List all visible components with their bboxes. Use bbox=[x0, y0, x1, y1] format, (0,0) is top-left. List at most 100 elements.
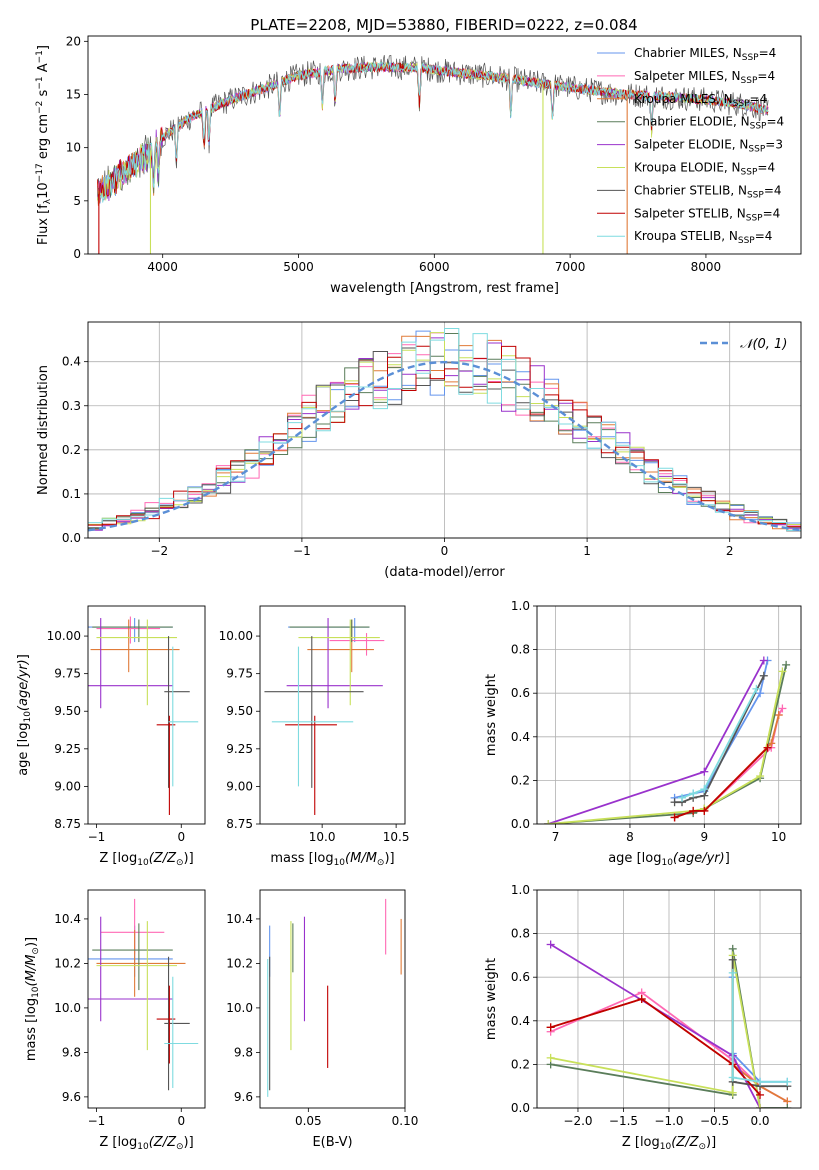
legend-entry: Chabrier ELODIE, NSSP=4 bbox=[634, 115, 784, 132]
weight-marker bbox=[778, 704, 787, 713]
weight-marker bbox=[759, 671, 768, 680]
y-tick-label: 10.2 bbox=[226, 956, 253, 970]
normal-reference-curve bbox=[88, 360, 801, 532]
weight-marker bbox=[774, 711, 783, 719]
label-part: SSP bbox=[741, 168, 758, 178]
x-tick-label: −1 bbox=[293, 544, 311, 558]
label-part: mass [ bbox=[270, 851, 313, 866]
y-axis-label: mass weight bbox=[484, 958, 499, 1040]
y-tick-label: 10 bbox=[66, 141, 81, 155]
x-tick-label: −1.0 bbox=[654, 1114, 683, 1128]
x-tick-label: −1 bbox=[88, 1114, 106, 1128]
label-part: log bbox=[642, 851, 662, 866]
x-tick-label: 2 bbox=[726, 544, 734, 558]
label-part: =4 bbox=[757, 69, 775, 83]
y-tick-label: 10.00 bbox=[47, 629, 81, 643]
x-tick-label: 5000 bbox=[283, 260, 314, 274]
weight-marker bbox=[752, 684, 761, 693]
label-part: ⊙ bbox=[176, 858, 184, 868]
y-tick-label: 9.8 bbox=[62, 1045, 81, 1059]
axes-frame bbox=[259, 605, 406, 825]
label-part: ⊙ bbox=[698, 1142, 706, 1152]
label-part: SSP bbox=[747, 190, 764, 200]
weight-marker bbox=[544, 820, 553, 824]
histogram-kroupa-elodie bbox=[88, 332, 801, 525]
weight-line-kroupa-elodie bbox=[550, 955, 761, 1108]
x-tick-label: −2 bbox=[150, 544, 168, 558]
y-tick-label: 0.6 bbox=[511, 686, 530, 700]
x-tick-label: 0.0 bbox=[750, 1114, 769, 1128]
spectrum-line-kroupa-elodie bbox=[97, 61, 769, 201]
label-part: =4 bbox=[766, 115, 784, 129]
label-part: Chabrier STELIB, N bbox=[634, 183, 747, 197]
x-tick-label: 8 bbox=[626, 830, 634, 844]
weight-marker bbox=[637, 995, 646, 1003]
plot-area-mass-vs-EBV bbox=[267, 898, 402, 1097]
label-part: −2 bbox=[35, 101, 45, 114]
y-tick-label: 10.00 bbox=[219, 629, 253, 643]
x-axis-label: Z [log10(Z/Z⊙)] bbox=[622, 1135, 716, 1152]
weight-line-salpeter-elodie bbox=[550, 943, 761, 1108]
y-tick-label: 9.75 bbox=[226, 667, 253, 681]
axes-frame bbox=[87, 321, 802, 539]
label-part: 10 bbox=[660, 1142, 672, 1152]
legend-entry: Kroupa MILES, NSSP=4 bbox=[634, 92, 767, 109]
label-part: Salpeter STELIB, N bbox=[634, 206, 746, 220]
legend-entry: Kroupa STELIB, NSSP=4 bbox=[634, 229, 772, 246]
weight-marker bbox=[782, 660, 791, 669]
y-axis-label: Flux [fλ10−17 erg cm−2 s−1 A−1] bbox=[35, 45, 53, 245]
label-part: =3 bbox=[765, 138, 783, 152]
x-tick-label: −1 bbox=[88, 830, 106, 844]
label-part: −1 bbox=[35, 50, 45, 63]
y-tick-label: 9.6 bbox=[234, 1090, 253, 1104]
label-part: Z [ bbox=[99, 851, 117, 866]
y-tick-label: 0.4 bbox=[511, 730, 530, 744]
y-tick-label: 8.75 bbox=[54, 817, 81, 831]
x-tick-label: 10.5 bbox=[383, 830, 410, 844]
label-part: =4 bbox=[759, 46, 777, 60]
y-tick-label: 0.1 bbox=[62, 487, 81, 501]
weight-line-kroupa-elodie bbox=[548, 671, 784, 824]
y-tick-label: 10.0 bbox=[54, 1001, 81, 1015]
y-tick-label: 0.4 bbox=[511, 1014, 530, 1028]
weight-line-salpeter-stelib bbox=[550, 998, 761, 1096]
plot-area-mass-vs-Z bbox=[88, 898, 199, 1091]
x-tick-label: −2.0 bbox=[563, 1114, 592, 1128]
weight-marker bbox=[756, 1077, 765, 1086]
x-tick-label: 7000 bbox=[555, 260, 586, 274]
y-tick-label: 5 bbox=[73, 194, 81, 208]
axes-mass-vs-EBV: 0.05 0.10 9.6 9.8 10.0 10.2 10.4 E(B-V) bbox=[226, 889, 418, 1150]
y-tick-label: 10.0 bbox=[226, 1001, 253, 1015]
x-tick-label: 6000 bbox=[419, 260, 450, 274]
label-part: s bbox=[36, 89, 51, 100]
y-tick-label: 0.2 bbox=[511, 773, 530, 787]
y-tick-label: 1.0 bbox=[511, 599, 530, 613]
weight-marker bbox=[756, 1104, 765, 1108]
plot-area-weight-vs-age bbox=[544, 656, 791, 824]
x-tick-label: 1 bbox=[583, 544, 591, 558]
label-part: =4 bbox=[763, 206, 781, 220]
x-tick-label: −1.5 bbox=[609, 1114, 638, 1128]
axes-mass-vs-Z: −1 09.69.810.010.210.4Z [log10(Z/Z⊙)]mass… bbox=[24, 889, 206, 1152]
y-tick-label: 9.25 bbox=[226, 742, 253, 756]
x-axis-label: age [log10(age/yr)] bbox=[608, 851, 730, 868]
y-tick-label: 9.75 bbox=[54, 667, 81, 681]
label-part: Salpeter MILES, N bbox=[634, 69, 741, 83]
label-part: =4 bbox=[757, 161, 775, 175]
label-part: ] bbox=[16, 654, 31, 659]
weight-marker bbox=[763, 743, 772, 752]
y-tick-label: 0.4 bbox=[62, 355, 81, 369]
y-tick-label: 20 bbox=[66, 34, 81, 48]
plot-area-spectrum bbox=[97, 54, 769, 254]
weight-marker bbox=[778, 667, 787, 676]
figure-title: PLATE=2208, MJD=53880, FIBERID=0222, z=0… bbox=[250, 16, 637, 34]
label-part: −17 bbox=[35, 163, 45, 182]
weight-marker bbox=[700, 785, 709, 794]
label-part: log bbox=[314, 851, 334, 866]
spectrum-line-chabrier-elodie bbox=[97, 61, 769, 201]
legend-entry: 𝒩(0, 1) bbox=[740, 337, 787, 352]
label-part: (age/yr) bbox=[673, 851, 725, 866]
y-tick-label: 0.6 bbox=[511, 970, 530, 984]
label-part: λ bbox=[43, 198, 53, 204]
